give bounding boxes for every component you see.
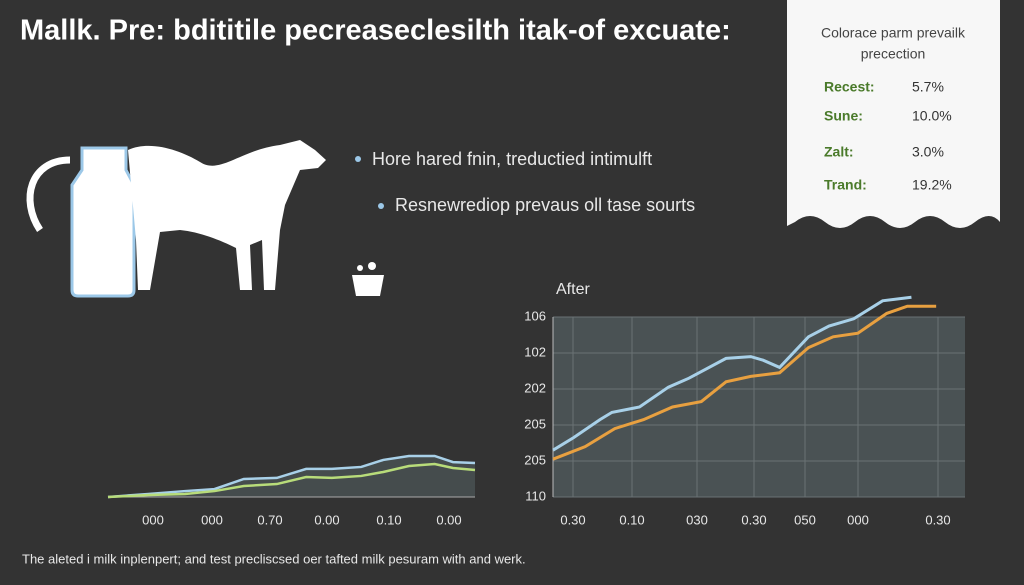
- x-label: 000: [201, 512, 223, 527]
- x-label: 030: [686, 512, 708, 527]
- bullet-text: Resnewrediop prevaus oll tase sourts: [395, 195, 695, 215]
- x-label: 0.70: [257, 512, 282, 527]
- line: [552, 295, 912, 452]
- y-label: 110: [525, 488, 546, 503]
- stat-value: 19.2%: [912, 177, 952, 193]
- splash: [357, 265, 363, 271]
- stat-value: 10.0%: [912, 108, 952, 124]
- stats-panel: [787, 0, 1000, 228]
- panel-title: precection: [861, 46, 926, 62]
- x-label: 000: [847, 512, 869, 527]
- y-label: 202: [524, 380, 546, 395]
- cow: [128, 140, 326, 290]
- caption: The aleted i milk inplenpert; and test p…: [22, 551, 526, 566]
- line: [107, 462, 476, 499]
- stat-value: 3.0%: [912, 144, 944, 160]
- x-label: 0.00: [436, 512, 461, 527]
- chart-title: After: [556, 281, 590, 298]
- panel-title: Colorace parm prevailk: [821, 25, 966, 41]
- line: [552, 304, 937, 461]
- stat-value: 5.7%: [912, 79, 944, 95]
- bullet-dot: [378, 203, 384, 209]
- milk-bottle: [70, 146, 136, 298]
- y-label: 106: [524, 308, 546, 323]
- bullet-text: Hore hared fnin, treductied intimulft: [372, 149, 652, 169]
- x-label: 0.10: [376, 512, 401, 527]
- stat-label: Recest:: [824, 79, 875, 95]
- x-label: 0.30: [560, 512, 585, 527]
- area-fill: [108, 455, 475, 497]
- cup: [352, 275, 384, 296]
- title: Mallk. Pre: bdititile pecreaseclesilth i…: [20, 15, 731, 47]
- x-label: 050: [794, 512, 816, 527]
- bottle-handle: [26, 156, 71, 232]
- stat-label: Sune:: [824, 108, 863, 124]
- x-label: 0.00: [314, 512, 339, 527]
- x-label: 0.30: [741, 512, 766, 527]
- plot-area: [553, 317, 965, 497]
- y-label: 205: [524, 452, 546, 467]
- splash: [368, 262, 376, 270]
- stat-label: Trand:: [824, 177, 867, 193]
- bullet-dot: [355, 156, 361, 162]
- y-label: 205: [524, 416, 546, 431]
- x-label: 0.10: [619, 512, 644, 527]
- x-label: 0.30: [925, 512, 950, 527]
- stat-label: Zalt:: [824, 144, 854, 160]
- line: [107, 454, 476, 499]
- y-label: 102: [524, 344, 546, 359]
- x-label: 000: [142, 512, 164, 527]
